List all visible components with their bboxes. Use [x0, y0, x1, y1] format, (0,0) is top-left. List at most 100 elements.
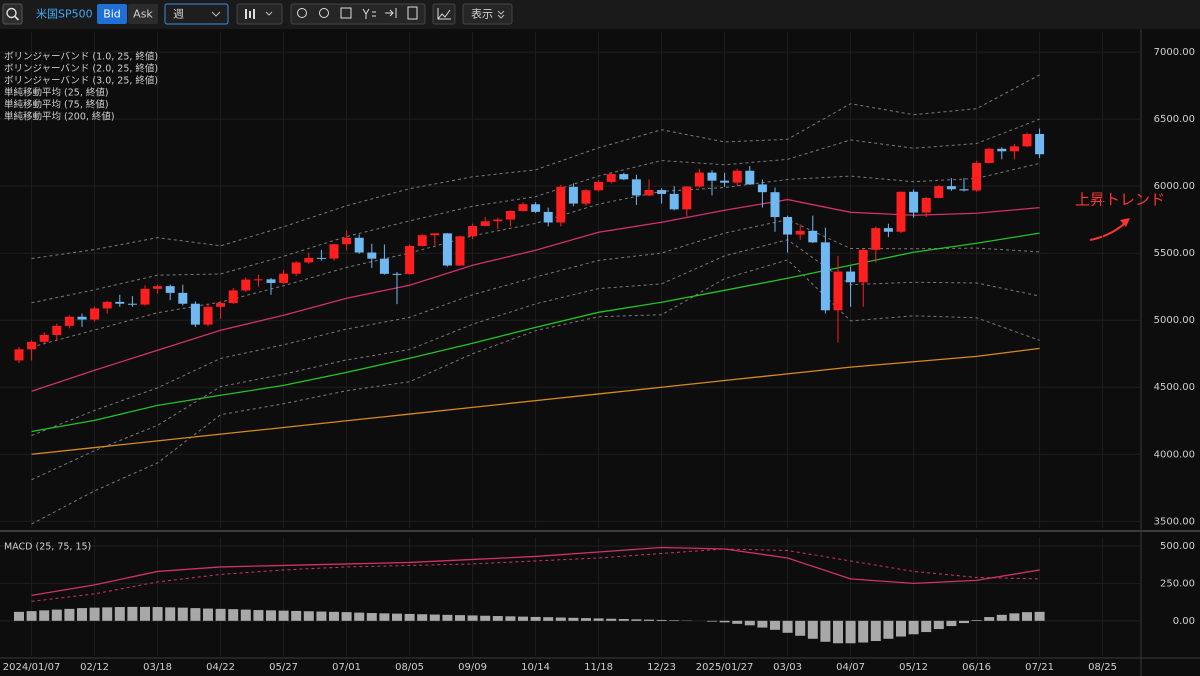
- candle-body: [190, 303, 200, 325]
- histogram-bar: [644, 619, 654, 621]
- toolbar: 米国SP500 Bid Ask 週 表示: [0, 0, 1200, 29]
- candle-body: [606, 174, 616, 182]
- histogram-bar: [996, 614, 1007, 621]
- candle-body: [934, 186, 944, 198]
- candle-body: [52, 325, 62, 335]
- candle-body: [732, 170, 742, 183]
- candle-body: [871, 228, 881, 250]
- band-line: [31, 74, 1040, 260]
- histogram-bar: [429, 614, 440, 621]
- symbol[interactable]: 米国SP500: [36, 8, 93, 21]
- histogram-bar: [1022, 612, 1032, 621]
- histogram-bar: [77, 608, 87, 621]
- scroll-end-icon[interactable]: [385, 8, 397, 18]
- x-tick-label: 07/21: [1025, 662, 1054, 673]
- zoom-in[interactable]: [297, 8, 307, 18]
- bid-button[interactable]: [97, 4, 127, 24]
- candle-body: [505, 210, 515, 220]
- histogram-bar: [530, 616, 541, 621]
- export-icon[interactable]: [407, 6, 418, 20]
- search-button[interactable]: [2, 3, 23, 25]
- x-tick-label: 04/07: [836, 662, 865, 673]
- histogram-bar: [316, 611, 327, 621]
- indicator-button[interactable]: [432, 3, 456, 25]
- candle-body: [1009, 146, 1019, 152]
- candle-body: [846, 271, 856, 283]
- sma-line: [31, 198, 1040, 392]
- candle-body: [178, 292, 188, 304]
- x-tick-label: 08/05: [395, 662, 424, 673]
- candle-body: [745, 170, 755, 185]
- x-tick-label: 11/18: [584, 662, 613, 673]
- candle-body: [266, 279, 276, 283]
- x-tick-label: 03/18: [143, 662, 172, 673]
- x-tick-label: 05/27: [269, 662, 298, 673]
- legend-entry: ボリンジャーバンド (2.0, 25, 終値): [4, 63, 158, 75]
- candle-body: [304, 257, 314, 263]
- candle-body: [64, 316, 74, 326]
- histogram-bar: [89, 607, 100, 621]
- candle-body: [203, 306, 213, 325]
- histogram-bar: [492, 616, 503, 621]
- candle-body: [165, 286, 175, 293]
- histogram-bar: [140, 606, 150, 621]
- candle-body: [102, 301, 112, 309]
- x-tick-label: 04/22: [206, 662, 235, 673]
- histogram-bar: [39, 610, 50, 621]
- bid-label: Bid: [103, 8, 121, 21]
- candle-body: [770, 192, 780, 217]
- tool-group: [290, 3, 426, 25]
- candle-body: [291, 262, 301, 274]
- histogram-bar: [253, 610, 264, 621]
- y-tick-label: 4000.00: [1154, 449, 1195, 460]
- chart-type-select[interactable]: [236, 3, 283, 25]
- macd-line: [31, 548, 1040, 602]
- ohlc-icon[interactable]: [362, 8, 376, 19]
- histogram-bar: [341, 612, 352, 621]
- band-line: [31, 118, 1040, 304]
- display-button[interactable]: [462, 3, 513, 25]
- x-tick-label: 08/25: [1088, 662, 1117, 673]
- candle-body: [115, 301, 125, 304]
- histogram-bar: [833, 620, 843, 644]
- histogram-bar: [114, 607, 125, 621]
- histogram-bar: [102, 607, 113, 621]
- histogram-bar: [26, 611, 37, 621]
- fit-icon[interactable]: [340, 7, 352, 19]
- histogram-bar: [442, 614, 453, 621]
- candle-body: [783, 216, 793, 235]
- y-tick-label: 250.00: [1160, 578, 1195, 589]
- indicator-icon: [437, 8, 451, 20]
- zoom-out[interactable]: [319, 8, 329, 18]
- histogram-bar: [933, 620, 944, 630]
- candle-body: [896, 191, 906, 232]
- histogram-bar: [971, 620, 982, 621]
- display-label: 表示: [471, 7, 493, 21]
- period-select[interactable]: [164, 3, 229, 25]
- candle-body: [858, 249, 868, 283]
- dropdown-arrow: [265, 11, 273, 16]
- y-tick-label: 7000.00: [1154, 47, 1195, 58]
- ask-button[interactable]: [128, 4, 158, 24]
- histogram-bar: [707, 620, 717, 622]
- histogram-bar: [392, 613, 402, 621]
- x-tick-label: 05/12: [899, 662, 928, 673]
- y-tick-label: 0.00: [1173, 616, 1195, 627]
- histogram-bar: [555, 617, 566, 621]
- histogram-bar: [152, 607, 163, 621]
- candle-body: [682, 186, 692, 210]
- candle-body: [594, 181, 604, 191]
- candle-body: [241, 279, 251, 291]
- legend-entry: ボリンジャーバンド (3.0, 25, 終値): [4, 75, 158, 87]
- histogram-bar: [228, 609, 239, 621]
- search-icon: [6, 7, 17, 19]
- y-tick-label: 6000.00: [1154, 181, 1195, 192]
- histogram-bar: [379, 613, 390, 621]
- candle-body: [556, 186, 566, 223]
- candle-body: [140, 288, 150, 305]
- y-tick-label: 6500.00: [1154, 114, 1195, 125]
- candle-body: [720, 180, 730, 183]
- x-tick-label: 2025/01/27: [696, 662, 754, 673]
- histogram-bar: [921, 620, 932, 633]
